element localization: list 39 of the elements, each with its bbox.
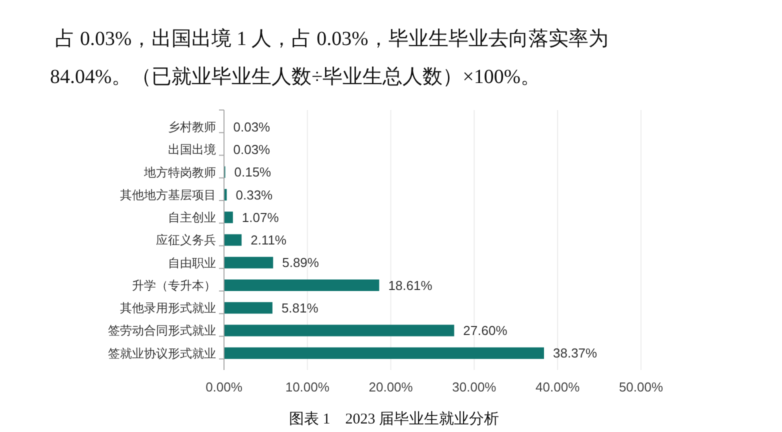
y-tick-label: 其他地方基层项目 <box>120 188 216 202</box>
text: 占 0.03%，出国出境 1 人，占 0.03%，毕业生毕业去向落实率为 <box>55 28 608 50</box>
y-tick-label: 地方特岗教师 <box>143 165 216 180</box>
y-tick-label: 出国出境 <box>168 142 216 157</box>
data-label: 0.03% <box>233 119 271 134</box>
bar <box>224 302 272 314</box>
data-label: 0.33% <box>236 187 274 202</box>
y-tick-label: 乡村教师 <box>168 120 216 134</box>
x-tick-label: 50.00% <box>618 380 664 395</box>
data-label: 5.89% <box>282 255 320 270</box>
x-tick-label: 10.00% <box>285 380 330 395</box>
bar <box>224 212 233 224</box>
data-label: 1.07% <box>242 210 280 225</box>
data-label: 5.81% <box>281 300 319 316</box>
data-label: 27.60% <box>463 323 508 338</box>
y-tick-label: 自主创业 <box>168 210 216 225</box>
y-tick-label: 签就业协议形式就业 <box>108 346 216 360</box>
bar <box>224 256 274 268</box>
bar <box>224 188 227 201</box>
y-tick-label: 签劳动合同形式就业 <box>108 324 216 338</box>
x-tick-label: 40.00% <box>536 380 580 395</box>
bar <box>224 324 454 336</box>
y-tick-label: 应征义务兵 <box>156 233 216 248</box>
text: 84.04%。（已就业毕业生人数÷毕业生总人数）×100%。 <box>50 66 541 88</box>
y-tick-label: 其他录用形式就业 <box>120 301 216 316</box>
y-tick-label: 自由职业 <box>168 256 216 270</box>
x-tick-label: 20.00% <box>368 380 414 395</box>
data-label: 0.15% <box>234 164 272 180</box>
data-label: 38.37% <box>553 346 598 361</box>
text: 图表 1 2023 届毕业生就业分析 <box>289 410 499 428</box>
data-label: 0.03% <box>233 142 271 158</box>
bar <box>224 279 380 292</box>
data-label: 18.61% <box>388 278 433 293</box>
bar <box>224 347 544 359</box>
bar <box>224 234 242 246</box>
y-tick-label: 升学（专升本） <box>132 278 216 292</box>
data-label: 2.11% <box>250 232 287 248</box>
x-tick-label: 0.00% <box>206 380 243 395</box>
x-tick-label: 30.00% <box>452 380 497 395</box>
